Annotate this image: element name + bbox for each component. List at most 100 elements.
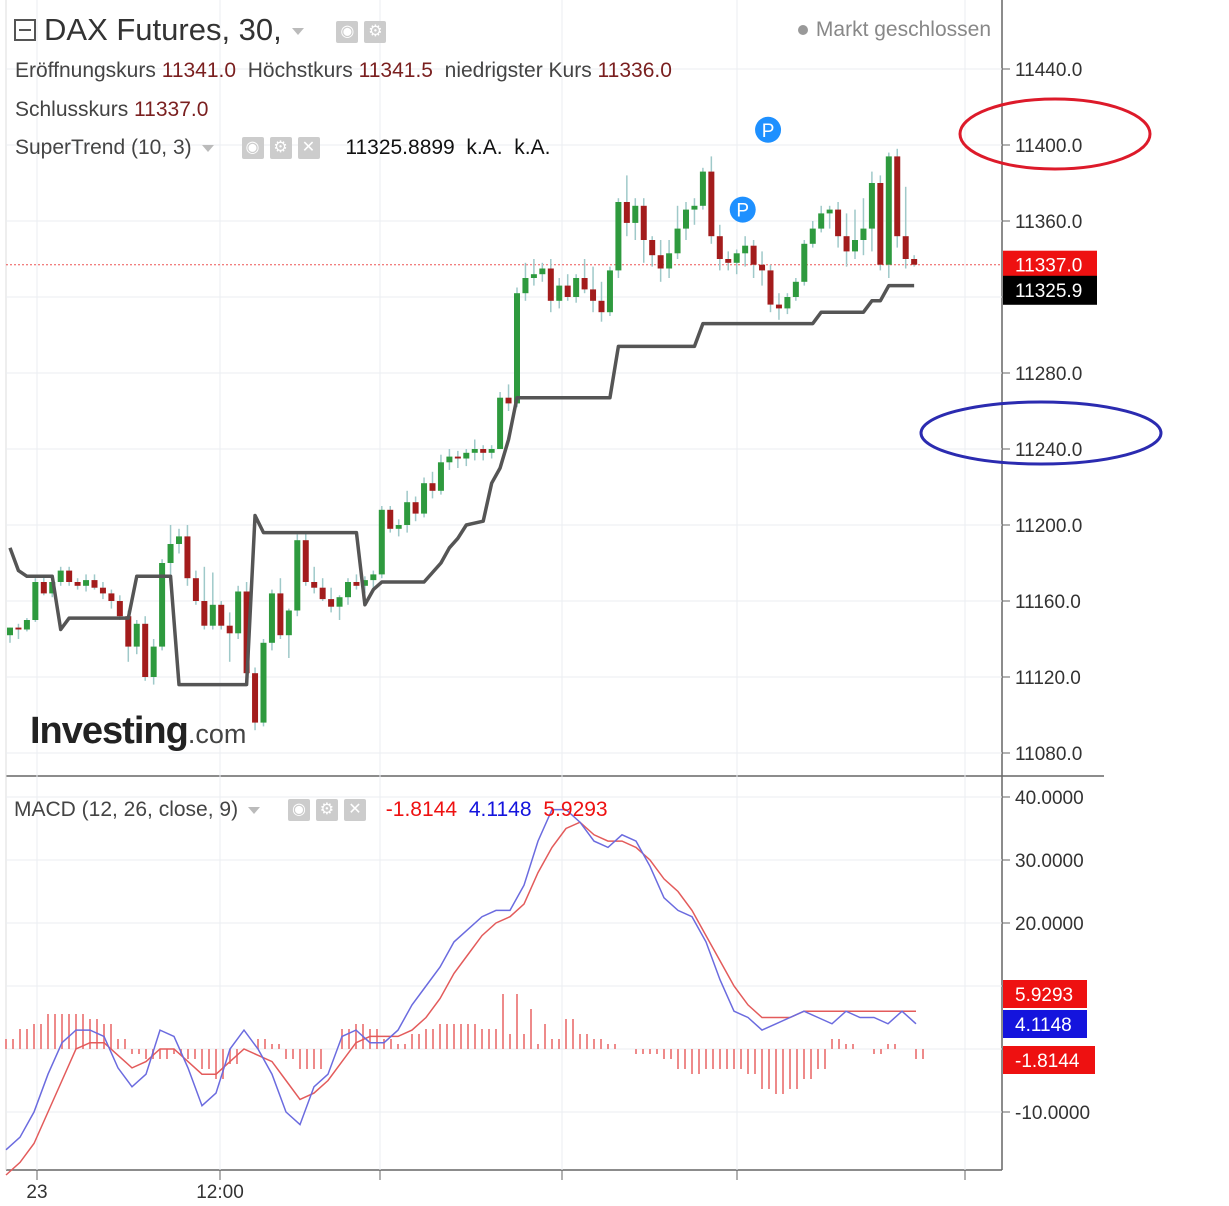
market-status-text: Markt geschlossen [815, 18, 991, 41]
candle-body [345, 582, 351, 598]
macd-tick-label: 40.0000 [1015, 788, 1084, 809]
candle-body [150, 646, 157, 677]
candle-body [742, 245, 749, 254]
candle-body [218, 604, 225, 626]
price-tick-label: 11240.0 [1015, 440, 1082, 461]
candle-body [674, 228, 681, 254]
candle-body [581, 278, 588, 290]
candle-body [868, 183, 875, 229]
candle-body [285, 610, 292, 636]
candle-body [539, 268, 546, 275]
collapse-icon[interactable] [14, 18, 36, 41]
candle-body [66, 570, 73, 582]
close-icon[interactable]: ✕ [343, 799, 366, 822]
candle-body [649, 240, 656, 256]
candle-body [792, 281, 799, 297]
chevron-down-icon[interactable] [291, 28, 304, 36]
price-tick-label: 11200.0 [1015, 516, 1082, 537]
pivot-label: P [762, 121, 775, 142]
supertrend-label: SuperTrend (10, 3) [15, 136, 192, 159]
candle-body [167, 544, 174, 563]
candle-body [843, 236, 850, 252]
red-ellipse-annotation [958, 97, 1152, 171]
macd-tag-bg [1003, 1010, 1087, 1038]
open-value: 11341.0 [161, 59, 237, 82]
candle-body [116, 601, 123, 617]
macd-legend[interactable]: MACD (12, 26, close, 9) ◉ ⚙ ✕ -1.8144 4.11… [14, 798, 608, 822]
eye-icon[interactable]: ◉ [241, 137, 264, 160]
candle-body [514, 293, 520, 404]
candle-body [260, 642, 267, 723]
eye-icon[interactable]: ◉ [336, 20, 359, 43]
macd-tag-label: -1.8144 [1015, 1051, 1080, 1072]
price-tick-label: 11080.0 [1015, 744, 1082, 765]
candle-body [598, 300, 605, 313]
time-tick-label: 23 [26, 1182, 47, 1203]
candle-body [590, 289, 597, 301]
macd-line-value: 4.1148 [468, 798, 532, 821]
candle-body [471, 449, 478, 453]
candle-body [809, 228, 816, 244]
low-value: 11336.0 [597, 59, 672, 82]
last-price-tag: 11337.0 [1015, 256, 1082, 277]
close-icon[interactable]: ✕ [297, 137, 320, 160]
macd-signal-value: 5.9293 [543, 798, 608, 821]
candle-body [277, 593, 284, 636]
logo-main: Investing [30, 710, 189, 752]
candle-body [505, 397, 512, 404]
low-label: niedrigster Kurs [444, 59, 592, 82]
candle-body [159, 563, 166, 647]
time-tick-label: 12:00 [196, 1182, 244, 1203]
candle-body [49, 582, 56, 594]
instrument-title[interactable]: DAX Futures, 30, ◉ ⚙ [14, 12, 387, 48]
candle-body [235, 591, 242, 634]
candle-body [108, 593, 115, 601]
macd-hist-value: -1.8144 [385, 798, 458, 821]
candle-body [395, 525, 402, 529]
candle-body [623, 202, 630, 223]
gear-icon[interactable]: ⚙ [269, 137, 292, 160]
candle-body [23, 620, 30, 630]
pivot-marker [755, 116, 782, 143]
supertrend-legend[interactable]: SuperTrend (10, 3) ◉ ⚙ ✕ 11325.8899 k.A. k… [15, 136, 550, 160]
candle-body [176, 536, 182, 544]
candle-body [547, 268, 554, 301]
macd-line [5, 808, 917, 1151]
candle-body [835, 209, 842, 237]
open-label: Eröffnungskurs [15, 59, 156, 82]
candle-body [404, 502, 411, 525]
candle-body [57, 570, 64, 582]
candle-body [192, 578, 199, 601]
candle-body [328, 599, 335, 607]
price-tick-label: 11400.0 [1015, 136, 1082, 157]
candle-body [885, 156, 892, 265]
candle-body [446, 456, 453, 463]
candle-body [522, 278, 529, 294]
last-price-tag-bg [1003, 250, 1097, 280]
chevron-down-icon[interactable] [201, 144, 214, 152]
candle-body [184, 536, 191, 579]
candle-body [818, 213, 825, 229]
candle-body [775, 304, 782, 309]
candle-body [99, 587, 106, 594]
chevron-down-icon[interactable] [248, 806, 261, 814]
candle-body [902, 236, 909, 259]
gear-icon[interactable]: ⚙ [364, 20, 387, 43]
candle-body [353, 582, 360, 586]
eye-icon[interactable]: ◉ [287, 799, 310, 822]
candle-body [708, 171, 715, 237]
macd-tick-label: -10.0000 [1015, 1103, 1090, 1124]
macd-tag-bg [1003, 1046, 1095, 1074]
candle-body [74, 582, 81, 586]
candle-body [243, 591, 250, 674]
pivot-label: P [736, 201, 749, 222]
candle-body [454, 456, 461, 459]
gear-icon[interactable]: ⚙ [315, 799, 338, 822]
supertrend-tag: 11325.9 [1015, 281, 1082, 302]
high-label: Höchstkurs [247, 59, 353, 82]
title-text: DAX Futures, 30, [44, 12, 282, 47]
candle-body [91, 580, 98, 588]
candle-body [784, 297, 791, 309]
close-row: Schlusskurs 11337.0 [15, 98, 208, 122]
candle-body [640, 205, 647, 240]
